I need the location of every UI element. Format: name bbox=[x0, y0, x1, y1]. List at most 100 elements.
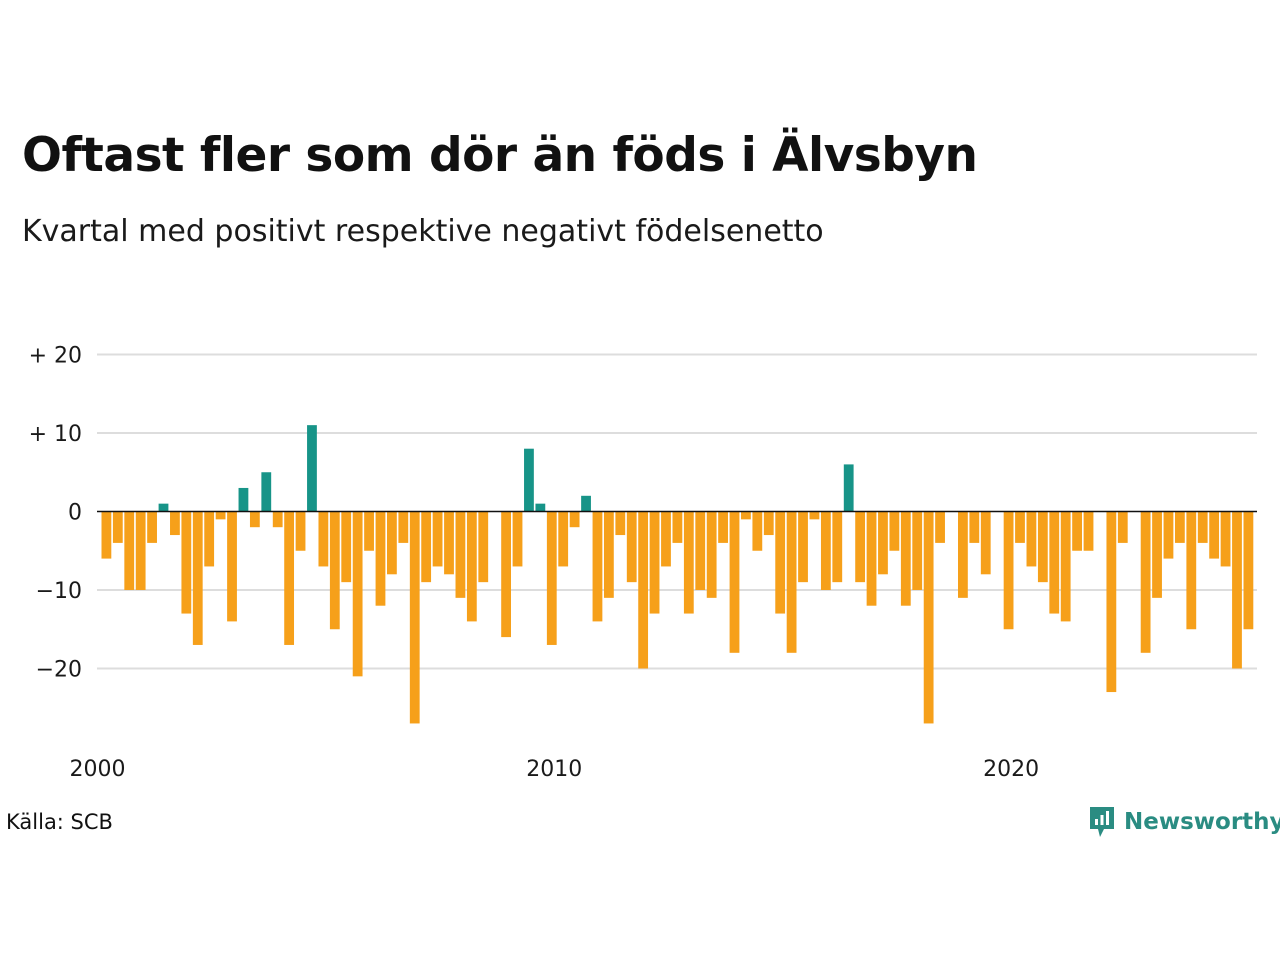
y-tick-label: + 20 bbox=[29, 344, 82, 369]
bar bbox=[718, 511, 728, 543]
bar bbox=[581, 495, 591, 512]
bar bbox=[889, 511, 900, 551]
bar bbox=[1106, 511, 1117, 693]
bar bbox=[192, 511, 203, 645]
bar bbox=[1243, 511, 1254, 630]
bar bbox=[124, 511, 135, 590]
newsworthy-logo-icon bbox=[1090, 807, 1114, 837]
bar bbox=[866, 511, 877, 606]
bar bbox=[706, 511, 717, 598]
bar bbox=[466, 511, 477, 622]
bar bbox=[329, 511, 340, 630]
bar bbox=[569, 511, 580, 528]
bar bbox=[638, 511, 649, 669]
bar bbox=[729, 511, 740, 653]
bar bbox=[112, 511, 123, 543]
bar bbox=[1060, 511, 1071, 622]
bar bbox=[295, 511, 306, 551]
bar bbox=[341, 511, 352, 583]
chart-title: Oftast fler som dör än föds i Älvsbyn bbox=[22, 128, 978, 183]
bar bbox=[912, 511, 923, 590]
bar bbox=[307, 425, 317, 512]
bar bbox=[478, 511, 489, 583]
bar bbox=[1117, 511, 1128, 543]
bar bbox=[592, 511, 603, 622]
bar bbox=[1015, 511, 1025, 543]
y-tick-label: −20 bbox=[36, 658, 82, 683]
bar bbox=[1209, 511, 1220, 559]
bar bbox=[809, 511, 820, 520]
bar bbox=[170, 511, 180, 536]
bar bbox=[535, 503, 546, 512]
bar bbox=[249, 511, 260, 528]
bar bbox=[432, 511, 443, 567]
bar bbox=[1152, 511, 1162, 598]
bar bbox=[958, 511, 968, 598]
x-tick-label: 2000 bbox=[70, 757, 126, 782]
x-tick-label: 2020 bbox=[983, 757, 1039, 782]
bar bbox=[318, 511, 329, 567]
bar bbox=[409, 511, 420, 724]
bar bbox=[238, 487, 249, 512]
source-note: Källa: SCB bbox=[6, 810, 113, 834]
chart-subtitle: Kvartal med positivt respektive negativt… bbox=[22, 214, 824, 249]
bar bbox=[786, 511, 797, 653]
bar bbox=[1140, 511, 1151, 653]
bar bbox=[1174, 511, 1185, 543]
bar-chart: + 20 + 10 0 −10 −20 2000 2010 2020 bbox=[29, 344, 1257, 782]
bar bbox=[798, 511, 808, 583]
axes: + 20 + 10 0 −10 −20 2000 2010 2020 bbox=[29, 344, 1257, 782]
bar bbox=[227, 511, 237, 622]
bar bbox=[135, 511, 146, 590]
bar bbox=[649, 511, 660, 614]
bar bbox=[147, 511, 157, 543]
bar bbox=[272, 511, 283, 528]
bar bbox=[832, 511, 843, 583]
bar bbox=[1197, 511, 1208, 543]
brand-name: Newsworthy bbox=[1124, 809, 1280, 835]
bar bbox=[843, 464, 854, 512]
bar bbox=[752, 511, 763, 551]
bar bbox=[398, 511, 409, 543]
bar bbox=[878, 511, 888, 575]
bar bbox=[204, 511, 215, 567]
bar bbox=[900, 511, 911, 606]
brand-logo: Newsworthy bbox=[1088, 803, 1280, 841]
y-tick-label: −10 bbox=[36, 579, 82, 604]
bar bbox=[1232, 511, 1242, 669]
bar bbox=[512, 511, 523, 567]
bar bbox=[364, 511, 374, 551]
bar bbox=[375, 511, 386, 606]
bar bbox=[615, 511, 626, 536]
y-tick-label: 0 bbox=[68, 501, 82, 526]
bar bbox=[101, 511, 112, 559]
bar bbox=[215, 511, 226, 520]
bar bbox=[855, 511, 866, 583]
bar bbox=[352, 511, 363, 677]
bar bbox=[763, 511, 774, 536]
bar bbox=[558, 511, 569, 567]
bar bbox=[546, 511, 557, 645]
bar bbox=[421, 511, 432, 583]
bars bbox=[101, 425, 1254, 724]
bar bbox=[158, 503, 169, 512]
bar bbox=[969, 511, 980, 543]
x-tick-label: 2010 bbox=[526, 757, 582, 782]
bar bbox=[181, 511, 192, 614]
bar bbox=[387, 511, 397, 575]
bar bbox=[444, 511, 454, 575]
bar bbox=[1083, 511, 1094, 551]
bar bbox=[741, 511, 751, 520]
bar bbox=[455, 511, 466, 598]
y-tick-label: + 10 bbox=[29, 422, 82, 447]
bar bbox=[626, 511, 637, 583]
bar bbox=[672, 511, 683, 543]
bar bbox=[1220, 511, 1231, 567]
bar bbox=[603, 511, 614, 598]
bar bbox=[820, 511, 831, 590]
bar bbox=[1072, 511, 1082, 551]
bar bbox=[1049, 511, 1060, 614]
bar bbox=[1163, 511, 1174, 559]
bar bbox=[661, 511, 671, 567]
bar bbox=[695, 511, 706, 590]
